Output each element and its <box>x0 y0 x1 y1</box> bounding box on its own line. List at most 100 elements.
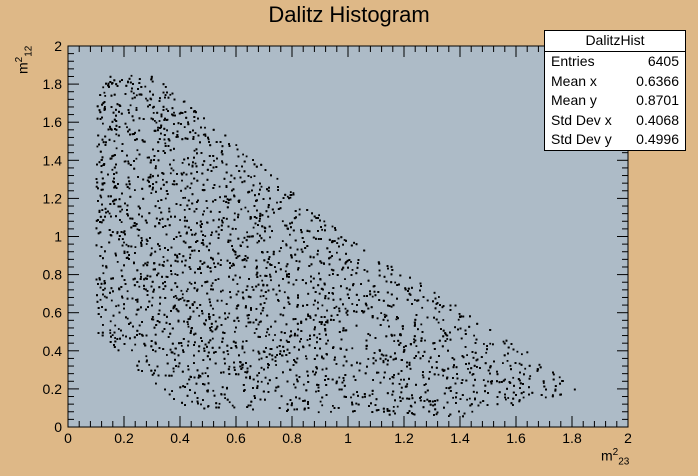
scatter-point <box>264 169 267 171</box>
scatter-point <box>237 373 240 376</box>
scatter-point <box>378 269 381 272</box>
scatter-point <box>198 314 201 317</box>
scatter-point <box>104 308 107 311</box>
scatter-point <box>270 174 272 177</box>
scatter-point <box>112 111 115 114</box>
scatter-point <box>312 319 315 321</box>
scatter-point <box>467 368 469 370</box>
scatter-point <box>126 204 129 207</box>
scatter-point <box>389 355 392 358</box>
scatter-point <box>125 183 128 186</box>
scatter-point <box>383 376 385 379</box>
scatter-point <box>355 310 358 313</box>
scatter-point <box>208 141 210 143</box>
scatter-point <box>102 188 104 191</box>
scatter-point <box>186 321 189 323</box>
scatter-point <box>330 268 333 271</box>
scatter-point <box>103 295 106 298</box>
scatter-point <box>325 342 328 345</box>
scatter-point <box>409 404 412 407</box>
scatter-point <box>153 262 155 265</box>
scatter-point <box>171 390 173 392</box>
scatter-point <box>103 109 106 111</box>
scatter-point <box>475 359 478 362</box>
scatter-point <box>203 117 205 120</box>
scatter-point <box>161 217 164 220</box>
scatter-point <box>170 270 172 272</box>
scatter-point <box>100 188 103 191</box>
scatter-point <box>351 347 354 350</box>
scatter-point <box>316 354 319 357</box>
scatter-point <box>521 353 523 356</box>
scatter-point <box>218 402 221 405</box>
scatter-point <box>180 344 183 347</box>
scatter-point <box>389 377 391 380</box>
scatter-point <box>162 150 165 152</box>
scatter-point <box>102 272 105 275</box>
scatter-point <box>220 259 222 261</box>
scatter-point <box>145 243 148 245</box>
scatter-point <box>320 287 323 290</box>
scatter-point <box>361 310 363 312</box>
scatter-point <box>201 263 204 265</box>
scatter-point <box>283 332 286 334</box>
scatter-point <box>457 318 460 321</box>
scatter-point <box>187 123 190 126</box>
scatter-point <box>453 358 456 361</box>
scatter-point <box>115 198 117 201</box>
scatter-point <box>104 250 106 253</box>
scatter-point <box>172 159 175 162</box>
scatter-point <box>515 394 517 396</box>
scatter-point <box>194 132 197 134</box>
scatter-point <box>181 293 184 296</box>
scatter-point <box>506 387 508 390</box>
scatter-point <box>259 217 261 220</box>
scatter-point <box>121 143 124 145</box>
scatter-point <box>96 181 99 184</box>
scatter-point <box>544 396 547 399</box>
scatter-point <box>115 147 118 150</box>
scatter-point <box>253 163 256 166</box>
scatter-point <box>202 234 204 236</box>
scatter-point <box>472 390 475 393</box>
scatter-point <box>172 169 175 172</box>
scatter-point <box>165 233 168 236</box>
scatter-point <box>153 288 155 291</box>
scatter-point <box>310 275 312 278</box>
scatter-point <box>210 234 213 236</box>
scatter-point <box>210 284 213 287</box>
scatter-point <box>267 289 270 292</box>
scatter-point <box>123 250 126 253</box>
scatter-point <box>363 295 366 297</box>
scatter-point <box>159 302 161 305</box>
scatter-point <box>289 233 291 236</box>
scatter-point <box>246 245 249 248</box>
scatter-point <box>208 318 211 320</box>
scatter-point <box>278 250 281 253</box>
scatter-point <box>489 380 492 383</box>
scatter-point <box>114 324 117 327</box>
scatter-point <box>220 224 223 227</box>
scatter-point <box>154 350 157 353</box>
scatter-point <box>244 206 247 209</box>
scatter-point <box>518 362 521 365</box>
scatter-point <box>280 331 283 334</box>
scatter-point <box>312 277 315 280</box>
scatter-point <box>420 339 423 342</box>
scatter-point <box>552 394 554 396</box>
scatter-point <box>139 207 141 210</box>
scatter-point <box>373 290 376 293</box>
scatter-point <box>110 106 113 108</box>
scatter-point <box>154 342 157 345</box>
scatter-point <box>392 410 395 413</box>
scatter-point <box>259 295 262 298</box>
scatter-point <box>109 329 112 332</box>
scatter-point <box>141 334 144 337</box>
scatter-point <box>276 201 278 204</box>
scatter-point <box>193 149 196 152</box>
scatter-point <box>142 178 145 181</box>
scatter-point <box>371 393 374 395</box>
scatter-point <box>180 111 182 114</box>
scatter-point <box>186 394 189 397</box>
